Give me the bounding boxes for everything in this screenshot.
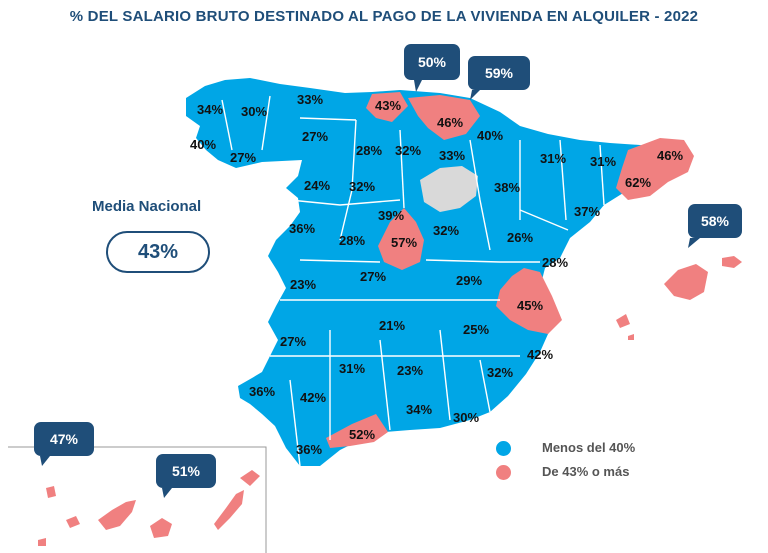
island-el-hierro [38,538,46,546]
province-label: 28% [542,255,568,270]
province-label: 46% [437,115,463,130]
province-label: 32% [349,179,375,194]
legend-dot-below [496,441,511,456]
province-label: 45% [517,298,543,313]
island-menorca [722,256,742,268]
island-mallorca [664,264,708,300]
media-nacional-value: 43% [106,231,210,273]
callout-text: 59% [485,65,514,81]
island-formentera [628,334,634,340]
province-label: 31% [590,154,616,169]
callout-text: 51% [172,463,201,479]
province-label: 25% [463,322,489,337]
callout-50: 50% [404,44,460,92]
province-label: 36% [249,384,275,399]
province-label: 34% [406,402,432,417]
callout-59: 59% [468,56,530,100]
province-label: 36% [296,442,322,457]
island-ibiza [616,314,630,328]
region-57-madrid [378,208,424,270]
province-label: 23% [290,277,316,292]
province-label: 33% [439,148,465,163]
province-label: 29% [456,273,482,288]
callout-51: 51% [156,454,216,498]
map-title: % DEL SALARIO BRUTO DESTINADO AL PAGO DE… [69,8,699,25]
province-label: 57% [391,235,417,250]
province-label: 37% [574,204,600,219]
region-43-cantabria [366,92,408,122]
legend-label: De 43% o más [542,464,630,479]
province-label: 31% [339,361,365,376]
province-label: 40% [477,128,503,143]
province-label: 62% [625,175,651,190]
province-label: 27% [360,269,386,284]
province-label: 34% [197,102,223,117]
province-label: 27% [230,150,256,165]
island-lanzarote [240,470,260,486]
nodata-region [420,166,478,212]
callout-47: 47% [34,422,94,466]
province-label: 42% [527,347,553,362]
island-la-gomera [66,516,80,528]
province-label: 27% [302,129,328,144]
canary-inset-border [8,446,267,553]
province-label: 46% [657,148,683,163]
province-label: 32% [433,223,459,238]
region-52-malaga [326,414,388,448]
province-label: 40% [190,137,216,152]
province-labels: 34% 30% 33% 43% 46% 40% 27% 27% 28% 32% … [190,92,683,457]
callout-58: 58% [688,204,742,248]
callout-text: 58% [701,213,730,229]
island-fuerteventura [214,490,244,530]
province-label: 28% [339,233,365,248]
legend-label: Menos del 40% [542,440,636,455]
callout-text: 47% [50,431,79,447]
province-borders [221,95,605,467]
province-label: 52% [349,427,375,442]
province-label: 30% [241,104,267,119]
province-label: 27% [280,334,306,349]
region-45-valencia [496,268,562,334]
media-nacional-label: Media Nacional [92,198,202,215]
province-label: 42% [300,390,326,405]
province-label: 26% [507,230,533,245]
province-label: 23% [397,363,423,378]
province-label: 28% [356,143,382,158]
canary-islands [38,470,260,546]
province-label: 30% [453,410,479,425]
province-label: 43% [375,98,401,113]
province-label: 38% [494,180,520,195]
region-46-basque [408,95,480,140]
province-label: 31% [540,151,566,166]
peninsula-region [186,78,660,466]
province-label: 32% [395,143,421,158]
province-label: 24% [304,178,330,193]
province-label: 33% [297,92,323,107]
province-label: 39% [378,208,404,223]
region-catalonia [616,138,694,200]
callout-text: 50% [418,54,447,70]
province-label: 32% [487,365,513,380]
island-gran-canaria [150,518,172,538]
island-la-palma [46,486,56,498]
province-label: 36% [289,221,315,236]
island-tenerife [98,500,136,530]
province-label: 21% [379,318,405,333]
legend-dot-above [496,465,511,480]
